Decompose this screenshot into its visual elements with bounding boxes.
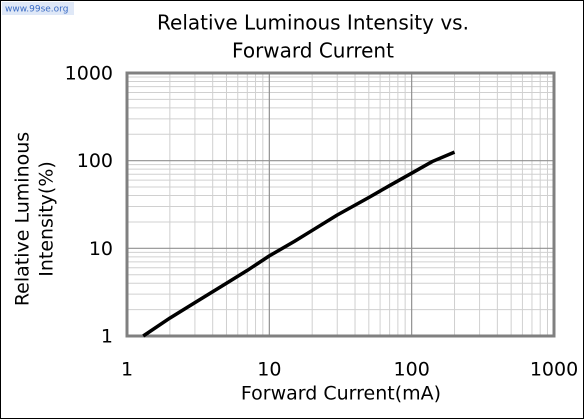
chart-title: Forward Current — [232, 39, 394, 63]
y-axis-label: Intensity(%) — [36, 161, 58, 277]
y-axis-label: Relative Luminous — [12, 132, 34, 306]
x-tick-label: 1000 — [530, 359, 578, 381]
y-tick-label: 10 — [89, 238, 113, 260]
x-tick-label: 100 — [394, 359, 430, 381]
x-tick-label: 1 — [121, 359, 133, 381]
chart-title: Relative Luminous Intensity vs. — [157, 11, 469, 35]
y-tick-label: 1000 — [65, 63, 113, 85]
y-tick-label: 1 — [101, 326, 113, 348]
y-tick-label: 100 — [77, 150, 113, 172]
x-axis-label: Forward Current(mA) — [241, 383, 441, 405]
data-line — [142, 150, 456, 338]
plot-border — [125, 71, 556, 338]
x-tick-label: 10 — [257, 359, 281, 381]
watermark-box — [2, 2, 74, 15]
watermark: www.99se.org — [5, 5, 68, 15]
